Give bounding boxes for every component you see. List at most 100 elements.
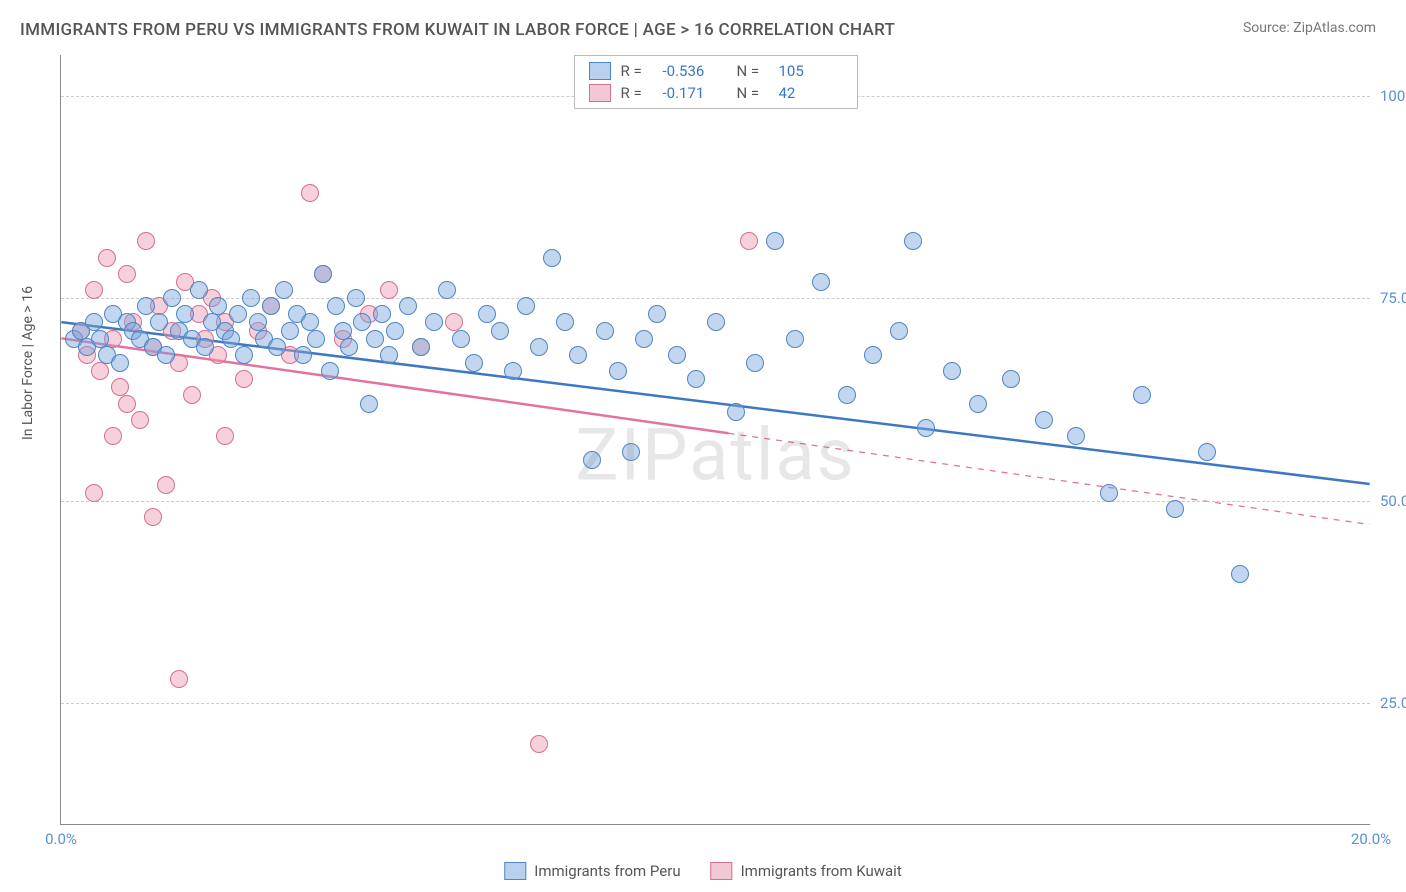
x-tick-label: 0.0% [45, 830, 77, 848]
scatter-point [1100, 484, 1118, 502]
scatter-point [917, 419, 935, 437]
legend-swatch-peru [589, 62, 611, 80]
gridline-h [61, 703, 1370, 704]
legend-r-value-peru: -0.536 [663, 62, 727, 80]
scatter-point [635, 330, 653, 348]
scatter-point [163, 289, 181, 307]
scatter-point [347, 289, 365, 307]
scatter-point [517, 297, 535, 315]
scatter-point [281, 322, 299, 340]
scatter-point [294, 346, 312, 364]
legend-r-label: R = [621, 62, 653, 80]
scatter-point [707, 313, 725, 331]
y-tick-label: 100.0% [1380, 87, 1406, 105]
legend-n-value-kuwait: 42 [779, 84, 843, 102]
scatter-point [746, 354, 764, 372]
y-tick-label: 75.0% [1380, 289, 1406, 307]
scatter-point [740, 232, 758, 250]
scatter-point [235, 370, 253, 388]
trend-line [61, 322, 1369, 484]
scatter-point [360, 395, 378, 413]
watermark-text: ZIPatlas [575, 412, 855, 497]
source-prefix: Source: [1243, 20, 1293, 36]
scatter-point [301, 184, 319, 202]
scatter-point [131, 411, 149, 429]
scatter-point [137, 297, 155, 315]
trend-lines-layer [61, 55, 1370, 824]
scatter-point [262, 297, 280, 315]
scatter-point [556, 313, 574, 331]
scatter-point [530, 338, 548, 356]
scatter-point [176, 305, 194, 323]
scatter-point [196, 338, 214, 356]
legend-label-peru: Immigrants from Peru [534, 862, 680, 880]
scatter-point [190, 281, 208, 299]
scatter-point [91, 362, 109, 380]
chart-title: IMMIGRANTS FROM PERU VS IMMIGRANTS FROM … [20, 20, 895, 40]
scatter-point [1166, 500, 1184, 518]
plot-area: ZIPatlas R = -0.536 N = 105 R = -0.171 N… [60, 55, 1370, 825]
scatter-point [157, 476, 175, 494]
scatter-point [275, 281, 293, 299]
scatter-point [812, 273, 830, 291]
legend-swatch-kuwait [711, 862, 733, 880]
scatter-point [543, 249, 561, 267]
scatter-point [425, 313, 443, 331]
scatter-point [242, 289, 260, 307]
legend-item-peru: Immigrants from Peru [504, 862, 680, 880]
scatter-point [569, 346, 587, 364]
source-name: ZipAtlas.com [1293, 20, 1376, 36]
scatter-point [118, 395, 136, 413]
y-tick-label: 25.0% [1380, 694, 1406, 712]
scatter-point [786, 330, 804, 348]
legend-n-label: N = [737, 84, 769, 102]
legend-bottom: Immigrants from Peru Immigrants from Kuw… [504, 862, 901, 880]
legend-swatch-kuwait [589, 84, 611, 102]
scatter-point [622, 443, 640, 461]
scatter-point [412, 338, 430, 356]
scatter-point [1002, 370, 1020, 388]
legend-stats-box: R = -0.536 N = 105 R = -0.171 N = 42 [574, 55, 858, 109]
legend-label-kuwait: Immigrants from Kuwait [741, 862, 902, 880]
scatter-point [478, 305, 496, 323]
scatter-point [1133, 386, 1151, 404]
scatter-point [314, 265, 332, 283]
scatter-point [465, 354, 483, 372]
scatter-point [229, 305, 247, 323]
scatter-point [150, 313, 168, 331]
scatter-point [98, 249, 116, 267]
scatter-point [373, 305, 391, 323]
scatter-point [170, 670, 188, 688]
legend-item-kuwait: Immigrants from Kuwait [711, 862, 902, 880]
legend-stats-row-kuwait: R = -0.171 N = 42 [589, 82, 843, 104]
scatter-point [235, 346, 253, 364]
scatter-point [137, 232, 155, 250]
scatter-point [452, 330, 470, 348]
legend-n-label: N = [737, 62, 769, 80]
scatter-point [609, 362, 627, 380]
scatter-point [366, 330, 384, 348]
scatter-point [648, 305, 666, 323]
scatter-point [890, 322, 908, 340]
scatter-point [104, 427, 122, 445]
legend-n-value-peru: 105 [779, 62, 843, 80]
scatter-point [321, 362, 339, 380]
scatter-point [380, 281, 398, 299]
y-tick-label: 50.0% [1380, 492, 1406, 510]
scatter-point [530, 735, 548, 753]
scatter-point [144, 508, 162, 526]
scatter-point [1198, 443, 1216, 461]
y-axis-title: In Labor Force | Age > 16 [20, 286, 36, 440]
scatter-point [380, 346, 398, 364]
scatter-point [596, 322, 614, 340]
scatter-point [668, 346, 686, 364]
scatter-point [386, 322, 404, 340]
source-attribution: Source: ZipAtlas.com [1243, 20, 1376, 36]
scatter-point [1035, 411, 1053, 429]
scatter-point [353, 313, 371, 331]
scatter-point [85, 484, 103, 502]
scatter-point [766, 232, 784, 250]
scatter-point [438, 281, 456, 299]
scatter-point [111, 354, 129, 372]
scatter-point [85, 281, 103, 299]
